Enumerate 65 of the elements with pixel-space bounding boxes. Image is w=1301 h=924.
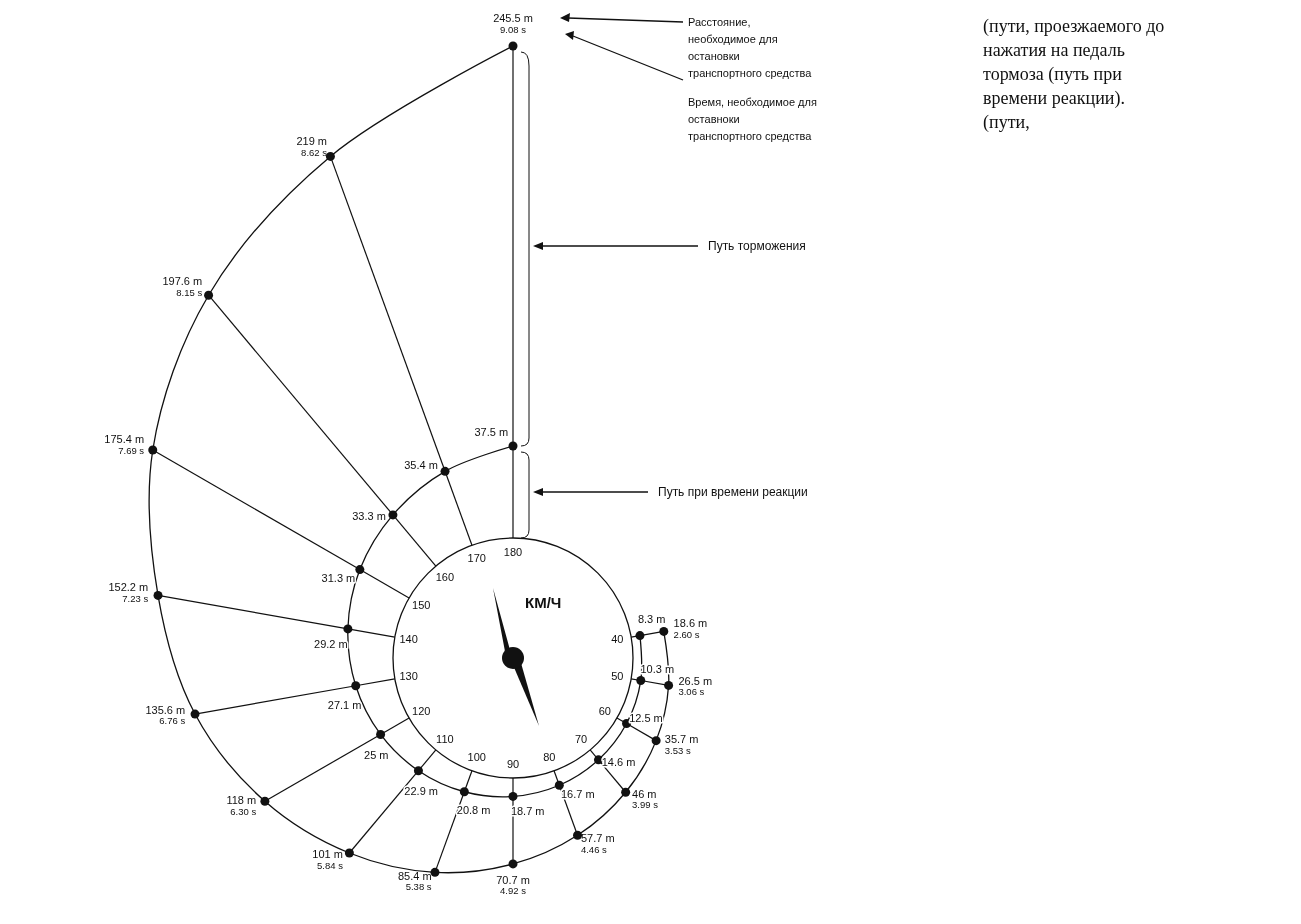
data-label: 2.60 s bbox=[673, 628, 700, 640]
data-label: 7.69 s bbox=[118, 444, 145, 456]
data-label: 175.4 m bbox=[104, 432, 145, 445]
data-label: 33.3 m bbox=[352, 510, 386, 523]
data-label: 8.62 s bbox=[301, 146, 328, 158]
data-label: 26.5 m bbox=[678, 674, 713, 687]
data-label: 219 m bbox=[296, 134, 328, 147]
category-label: 120 bbox=[412, 704, 431, 717]
data-label: 3.99 s bbox=[632, 799, 659, 811]
data-label: 135.6 m bbox=[145, 703, 186, 716]
text: (пути, проезжаемого до нажатия на педаль тормоза (путь при времени реакции). bbox=[983, 16, 1165, 109]
data-label: 12.5 m bbox=[629, 712, 663, 725]
data-label: 18.6 m bbox=[673, 617, 708, 630]
data-label: 8.15 s bbox=[176, 287, 203, 299]
data-label: 85.4 m bbox=[397, 869, 432, 882]
data-label: 37.5 m bbox=[474, 425, 509, 438]
category-label: 140 bbox=[399, 633, 418, 646]
category-label: 60 bbox=[598, 704, 611, 717]
text: Путь при времени реакции bbox=[658, 485, 808, 500]
category-label: 160 bbox=[435, 570, 455, 583]
category-label: 50 bbox=[611, 670, 624, 683]
text: (пути, bbox=[983, 112, 1030, 133]
text: Путь торможения bbox=[708, 239, 806, 254]
data-label: 25 m bbox=[364, 749, 389, 762]
data-label: 3.53 s bbox=[664, 744, 691, 756]
data-label: 9.08 s bbox=[500, 23, 527, 35]
data-label: 31.3 m bbox=[321, 572, 356, 585]
category-label: 70 bbox=[575, 733, 588, 746]
category-label: 100 bbox=[467, 751, 486, 764]
data-label: 4.92 s bbox=[500, 885, 527, 897]
data-label: 5.84 s bbox=[317, 860, 344, 872]
data-label: 4.46 s bbox=[580, 843, 608, 855]
data-label: 197.6 m bbox=[162, 275, 203, 288]
category-label: 170 bbox=[467, 552, 486, 565]
data-label: 118 m bbox=[226, 794, 257, 807]
data-label: 20.8 m bbox=[456, 804, 491, 817]
data-label: 35.7 m bbox=[664, 733, 699, 746]
data-label: 3.06 s bbox=[678, 686, 705, 698]
data-label: 57.7 m bbox=[580, 832, 615, 845]
category-label: 80 bbox=[543, 751, 556, 764]
text: Время, необходимое для оставноки транспортного средства bbox=[688, 96, 817, 142]
data-label: 101 m bbox=[312, 848, 343, 861]
data-label: 8.3 m bbox=[637, 613, 666, 626]
data-label: 14.6 m bbox=[601, 755, 636, 768]
text: Расстояние, необходимое для остановки транспортного средства bbox=[688, 16, 813, 79]
category-label: 180 bbox=[503, 545, 523, 558]
category-label: 130 bbox=[399, 670, 418, 683]
category-label: 110 bbox=[436, 733, 454, 746]
category-label: 40 bbox=[611, 633, 624, 646]
data-label: 16.7 m bbox=[560, 787, 595, 800]
data-label: 35.4 m bbox=[404, 459, 438, 471]
category-label: 150 bbox=[412, 598, 431, 611]
data-label: 7.23 s bbox=[122, 593, 149, 605]
category-label: 90 bbox=[506, 757, 520, 770]
data-label: 46 m bbox=[632, 787, 657, 800]
data-label: 5.38 s bbox=[405, 881, 432, 893]
data-label: 152.2 m bbox=[108, 581, 149, 594]
text: КМ/Ч bbox=[525, 594, 562, 611]
data-label: 6.76 s bbox=[159, 715, 186, 727]
data-label: 22.9 m bbox=[404, 785, 438, 798]
data-label: 27.1 m bbox=[327, 698, 362, 711]
data-label: 245.5 m bbox=[493, 11, 533, 24]
data-label: 6.30 s bbox=[230, 805, 257, 817]
data-label: 29.2 m bbox=[314, 637, 348, 650]
data-label: 70.7 m bbox=[496, 873, 530, 886]
